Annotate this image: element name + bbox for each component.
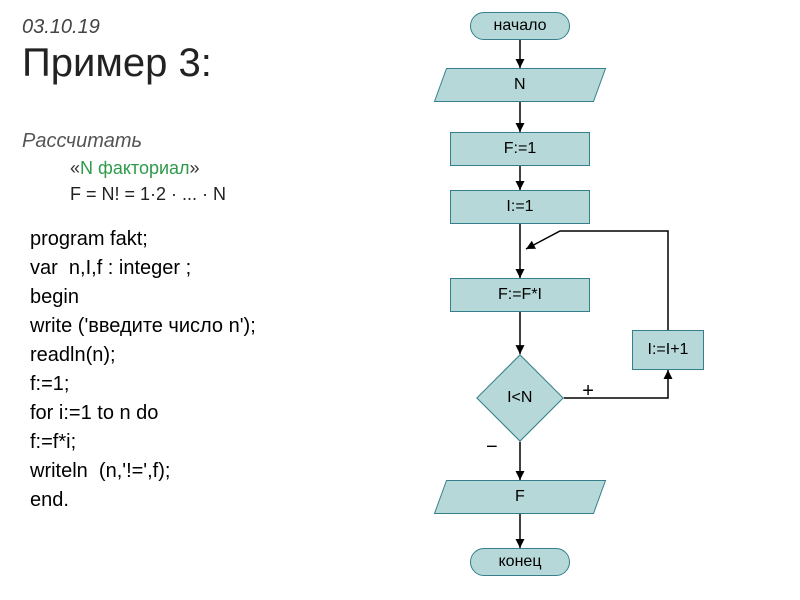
page-title: Пример 3: — [22, 42, 212, 84]
quote-close: » — [190, 158, 200, 178]
flowchart-f-multiply: F:=F*I — [450, 278, 590, 312]
end-label: конец — [499, 553, 542, 571]
branch-label-plus: + — [582, 380, 594, 403]
flowchart-decision: I<N — [476, 354, 564, 442]
f1-label: F:=1 — [504, 140, 536, 158]
flowchart-increment: I:=I+1 — [632, 330, 704, 370]
n-green: N — [80, 158, 98, 178]
flowchart-f-assign-1: F:=1 — [450, 132, 590, 166]
flowchart-input-n: N — [434, 68, 606, 102]
fmul-label: F:=F*I — [498, 286, 542, 304]
flowchart-output-f: F — [434, 480, 606, 514]
flowchart-end: конец — [470, 548, 570, 576]
quote-open: « — [70, 158, 80, 178]
input-n-label: N — [514, 76, 526, 94]
inc-label: I:=I+1 — [648, 341, 689, 359]
output-f-label: F — [515, 488, 525, 506]
factorial-word: факториал — [98, 158, 190, 178]
flowchart-start: начало — [470, 12, 570, 40]
start-label: начало — [493, 17, 546, 35]
flowchart-i-assign-1: I:=1 — [450, 190, 590, 224]
formula-text: F = N! = 1·2 · ... · N — [70, 184, 226, 205]
branch-label-minus: − — [486, 436, 498, 459]
code-block: program fakt; var n,I,f : integer ; begi… — [30, 225, 256, 515]
subtitle-text: Рассчитать — [22, 130, 142, 153]
factorial-line: «N факториал» — [70, 158, 200, 179]
cond-label: I<N — [507, 389, 532, 407]
date-text: 03.10.19 — [22, 16, 100, 39]
i1-label: I:=1 — [506, 198, 533, 216]
